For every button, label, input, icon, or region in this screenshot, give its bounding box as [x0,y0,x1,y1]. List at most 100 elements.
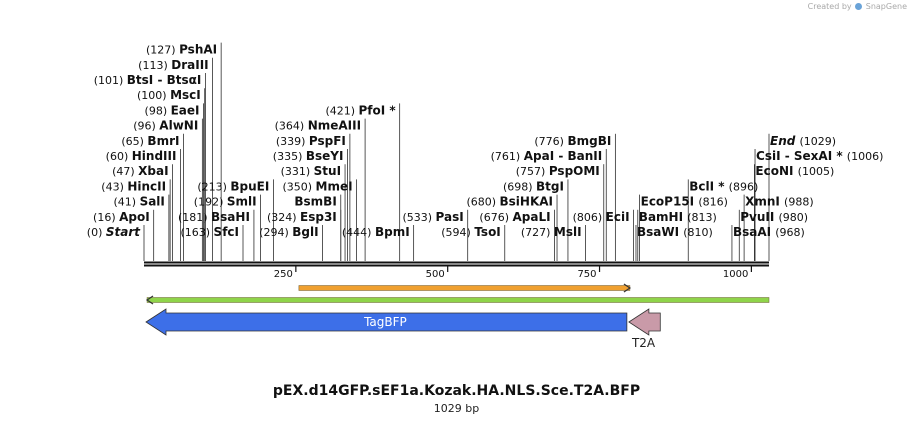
site-position: (96) [133,120,159,133]
site-bsahi[interactable]: (181) BsaHI [178,209,255,261]
site-pshai[interactable]: (127) PshAI [146,42,222,261]
site-bsihkai[interactable]: (680) BsiHKAI [466,194,558,261]
feature-green-feature[interactable] [145,295,770,305]
site-apoi[interactable]: (16) ApoI [93,209,155,261]
site-name: BsaWI [637,225,683,239]
site-end[interactable]: End (1029) [768,133,836,261]
site-name: EcoNI [755,164,797,178]
site-ecop15i[interactable]: EcoP15I (816) [639,194,728,261]
site-name: DraIII [171,58,208,72]
site-apali[interactable]: (676) ApaLI [479,209,555,261]
feature-label: TagBFP [363,315,407,329]
feature-arrowhead [145,295,154,305]
site-ecii[interactable]: (806) EciI [573,209,634,261]
site-stui[interactable]: (331) StuI [281,164,346,261]
site-pspfi[interactable]: (339) PspFI [276,133,351,261]
site-position: (980) [779,211,809,224]
feature-t2a[interactable]: T2A [628,308,661,350]
site-label: (47) XbaI [112,164,168,178]
site-pspomi[interactable]: (757) PspOMI [516,164,605,261]
site-label: EcoP15I (816) [641,195,728,209]
site-nmeaiii[interactable]: (364) NmeAIII [275,118,366,261]
site-position: (100) [137,89,170,102]
site-label: (96) AlwNI [133,119,198,133]
site-bgli[interactable]: (294) BglI [259,225,323,261]
site-bsmbi[interactable]: BsmBI [294,194,342,261]
site-bcli[interactable]: BclI * (896) [687,179,758,261]
site-xbai[interactable]: (47) XbaI [112,164,173,261]
site-position: (294) [259,226,292,239]
site-position: (60) [106,150,132,163]
site-label: PvuII (980) [740,210,808,224]
site-position: (181) [178,211,211,224]
site-bsaai[interactable]: BsaAI (968) [731,225,805,261]
site-btsi-bts-i[interactable]: (101) BtsI - BtsαI [94,73,206,261]
site-label: (41) SalI [113,195,164,209]
site-smli[interactable]: (192) SmlI [194,194,261,261]
site-position: (163) [180,226,213,239]
feature-label: T2A [631,336,656,350]
site-econi[interactable]: EcoNI (1005) [754,164,834,261]
site-msci[interactable]: (100) MscI [137,88,206,261]
site-esp3i[interactable]: (324) Esp3I [267,209,342,261]
site-sali[interactable]: (41) SalI [113,194,170,261]
site-position: (16) [93,211,119,224]
site-bmgbi[interactable]: (776) BmgBI [534,133,616,261]
site-label: (533) PasI [402,210,463,224]
site-name: NmeAIII [308,119,361,133]
site-alwni[interactable]: (96) AlwNI [133,118,203,261]
site-pasi[interactable]: (533) PasI [402,209,469,261]
site-name: BsmBI [294,195,336,209]
site-hindiii[interactable]: (60) HindIII [106,149,181,261]
site-label: (324) Esp3I [267,210,337,224]
site-start[interactable]: (0) Start [87,225,145,261]
site-position: (65) [121,135,147,148]
site-position: (810) [683,226,713,239]
site-draiii[interactable]: (113) DraIII [138,57,213,261]
site-mmei[interactable]: (350) MmeI [282,179,357,261]
site-label: (331) StuI [281,164,341,178]
site-label: (294) BglI [259,225,318,239]
site-label: (421) PfoI * [325,103,396,117]
site-sfci[interactable]: (163) SfcI [180,225,244,261]
site-tsoi[interactable]: (594) TsoI [441,225,506,261]
site-bamhi[interactable]: BamHI (813) [637,209,717,261]
site-label: (698) BtgI [503,179,564,193]
site-hincii[interactable]: (43) HincII [101,179,171,261]
site-csii-sexai[interactable]: CsiI - SexAI * (1006) [754,149,883,261]
site-msli[interactable]: (727) MslI [521,225,586,261]
site-apai-banii[interactable]: (761) ApaI - BanII [491,149,607,261]
site-bseyi[interactable]: (335) BseYI [273,149,348,261]
site-label: (127) PshAI [146,43,217,57]
feature-tagbfp[interactable]: TagBFP [145,308,628,336]
site-name: MslI [554,225,582,239]
snapgene-credit: Created by SnapGene [808,2,907,11]
site-position: (444) [342,226,375,239]
site-pfoi[interactable]: (421) PfoI * [325,103,401,261]
site-position: (1029) [800,135,837,148]
site-bsawi[interactable]: BsaWI (810) [635,225,713,261]
site-bpuei[interactable]: (213) BpuEI [197,179,274,261]
site-label: End (1029) [770,134,836,148]
feature-arrowhead [623,283,631,293]
site-label: (806) EciI [573,210,630,224]
site-name: BglI [292,225,318,239]
site-name: Start [106,225,141,239]
feature-bar [298,285,631,291]
plasmid-length: 1029 bp [433,402,480,415]
site-name: TsoI [474,225,500,239]
site-bpmi[interactable]: (444) BpmI [342,225,415,261]
site-name: MmeI [316,179,353,193]
site-position: (594) [441,226,474,239]
site-label: (60) HindIII [106,149,177,163]
site-label: (757) PspOMI [516,164,600,178]
site-eaei[interactable]: (98) EaeI [145,103,204,261]
site-bmri[interactable]: (65) BmrI [121,133,184,261]
site-name: BmgBI [567,134,611,148]
feature-body [628,308,661,336]
site-label: (100) MscI [137,88,201,102]
site-btgi[interactable]: (698) BtgI [503,179,569,261]
site-name: BpmI [375,225,410,239]
feature-orange-feature[interactable] [298,283,631,293]
site-name: Esp3I [300,210,337,224]
